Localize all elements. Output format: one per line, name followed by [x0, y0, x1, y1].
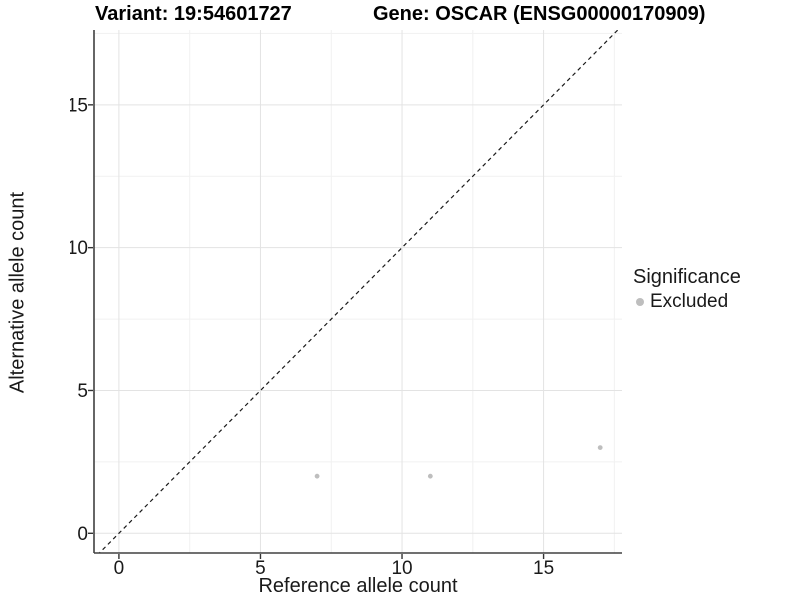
- identity-line: [98, 30, 619, 553]
- y-tick-label: 10: [70, 238, 88, 259]
- data-point: [597, 445, 603, 451]
- legend-entry-excluded: Excluded: [633, 291, 741, 313]
- plot-panel: 0 5 10 15 0 5 10 15: [70, 30, 622, 579]
- legend-entry-label: Excluded: [650, 291, 729, 312]
- y-tick-label: 5: [77, 381, 88, 402]
- legend-title: Significance: [633, 266, 741, 288]
- legend-point-marker: [636, 298, 644, 306]
- data-point: [314, 473, 320, 479]
- x-axis-title: Reference allele count: [258, 575, 458, 597]
- x-tick-label: 5: [255, 558, 266, 579]
- y-axis-title: Alternative allele count: [6, 191, 29, 394]
- legend: Significance Excluded: [633, 266, 741, 313]
- y-tick-label: 15: [70, 95, 88, 116]
- x-tick-label: 0: [114, 558, 125, 579]
- plot-title-gene: Gene: OSCAR (ENSG00000170909): [373, 3, 706, 25]
- x-tick-label: 15: [533, 558, 554, 579]
- x-tick-label: 10: [391, 558, 412, 579]
- data-point: [427, 473, 433, 479]
- plot-title-variant: Variant: 19:54601727: [95, 3, 292, 25]
- y-tick-label: 0: [77, 524, 88, 545]
